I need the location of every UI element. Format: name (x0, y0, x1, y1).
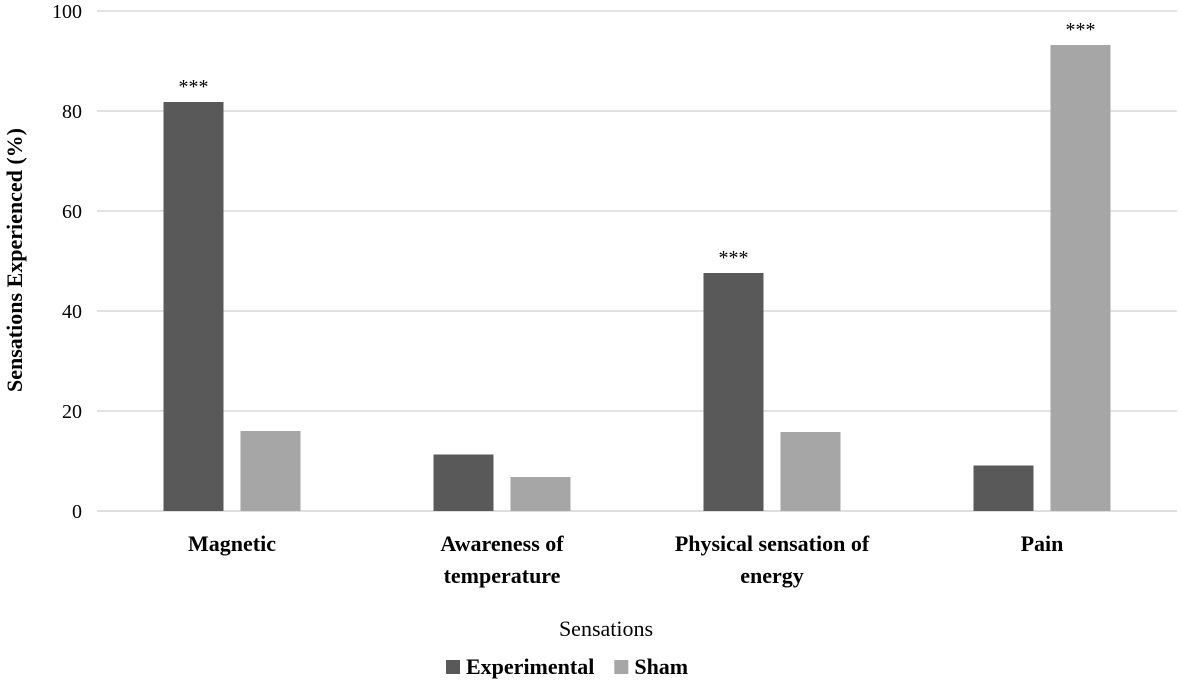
x-category-label: Physical sensation of (675, 531, 870, 556)
legend-label-sham: Sham (634, 654, 688, 679)
x-axis-categories: Magnetic Awareness of temperature Physical … (188, 531, 1063, 588)
bar-sham-3 (1050, 45, 1111, 511)
y-tick-label: 60 (62, 201, 82, 223)
bar-sham-0 (240, 431, 301, 511)
significance-marker: *** (719, 247, 749, 269)
legend: Experimental Sham (446, 654, 688, 679)
y-axis-label: Sensations Experienced (%) (2, 128, 27, 392)
bar-experimental-2 (703, 273, 764, 511)
legend-swatch-experimental (446, 660, 460, 674)
x-category-label: Awareness of (440, 531, 564, 556)
bar-sham-2 (780, 432, 841, 511)
x-category-label: temperature (444, 563, 561, 588)
bar-experimental-3 (973, 465, 1034, 511)
y-tick-label: 40 (62, 301, 82, 323)
significance-marker: *** (1066, 19, 1096, 41)
bar-experimental-0 (163, 102, 224, 511)
bars (163, 45, 1111, 511)
y-tick-label: 100 (52, 1, 82, 23)
bar-experimental-1 (433, 454, 494, 511)
x-category-label: Magnetic (188, 531, 276, 556)
y-axis-ticks: 0 20 40 60 80 100 (52, 1, 82, 523)
bar-sham-1 (510, 477, 571, 511)
legend-swatch-sham (614, 660, 629, 674)
y-tick-label: 80 (62, 101, 82, 123)
x-category-label: Pain (1021, 531, 1064, 556)
significance-marker: *** (179, 76, 209, 98)
y-tick-label: 0 (72, 501, 82, 523)
legend-label-experimental: Experimental (466, 654, 594, 679)
x-axis-label: Sensations (559, 616, 653, 641)
y-tick-label: 20 (62, 401, 82, 423)
bar-annotations: *** *** *** (179, 19, 1096, 269)
x-category-label: energy (740, 563, 804, 588)
